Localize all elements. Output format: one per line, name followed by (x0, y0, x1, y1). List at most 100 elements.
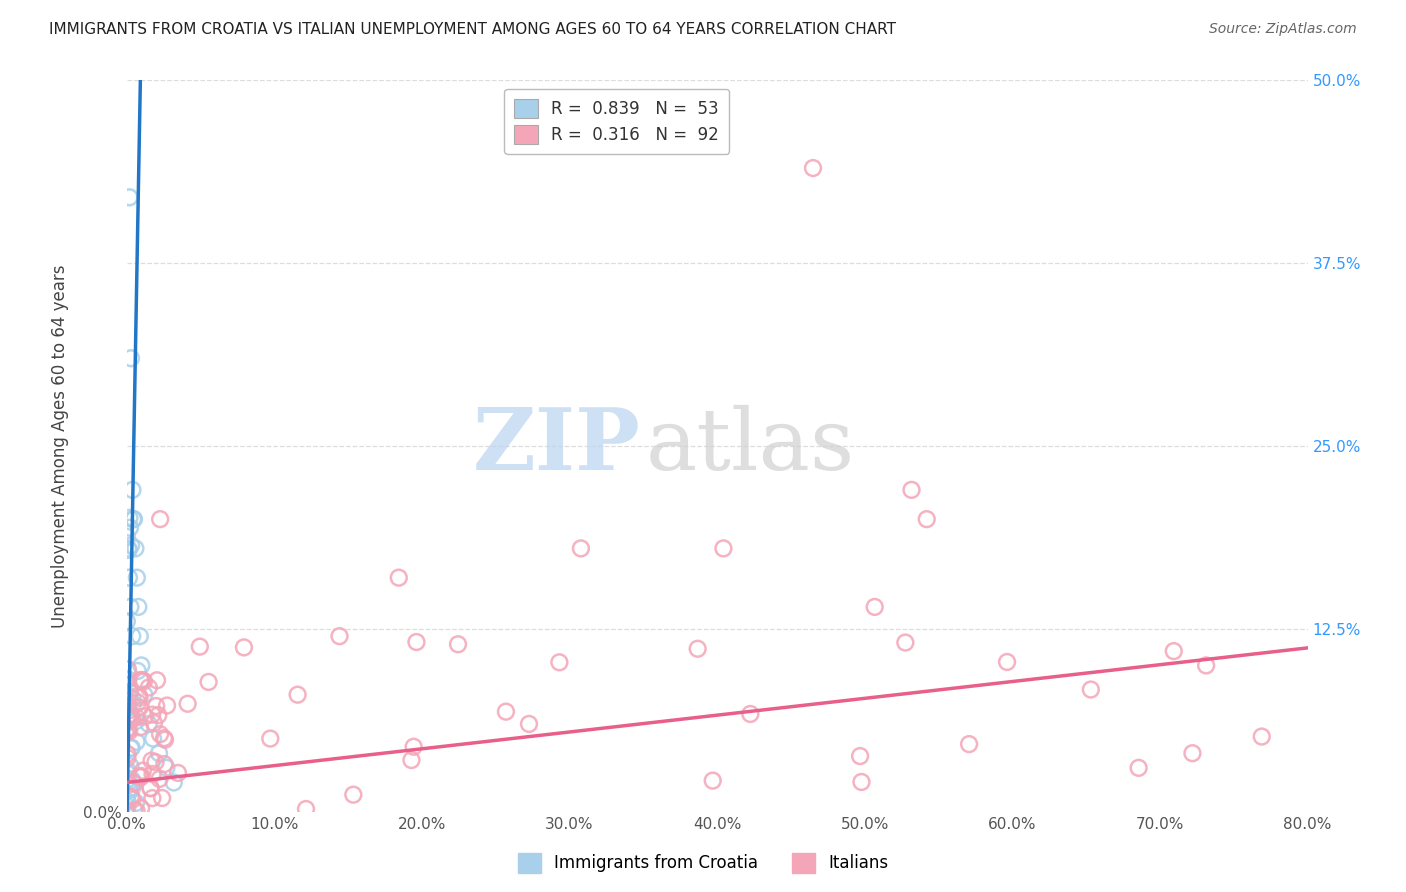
Point (894, 635, 917, 649)
Point (139, 780, 162, 795)
Point (117, 789, 139, 803)
Point (120, 538, 142, 552)
Point (118, 511, 141, 525)
Point (121, 712, 143, 726)
Point (447, 637, 470, 651)
Point (188, 640, 211, 654)
Point (117, 723, 139, 738)
Point (121, 483, 143, 497)
Point (156, 698, 179, 713)
Point (122, 512, 145, 526)
Point (117, 799, 139, 814)
Point (120, 789, 142, 804)
Point (128, 629, 150, 643)
Point (139, 781, 162, 796)
Point (128, 689, 150, 703)
Text: IMMIGRANTS FROM CROATIA VS ITALIAN UNEMPLOYMENT AMONG AGES 60 TO 64 YEARS CORREL: IMMIGRANTS FROM CROATIA VS ITALIAN UNEMP… (49, 22, 896, 37)
Point (117, 695, 139, 709)
Point (117, 662, 139, 676)
Point (141, 754, 163, 768)
Point (117, 772, 139, 786)
Legend: Immigrants from Croatia, Italians: Immigrants from Croatia, Italians (510, 847, 896, 880)
Point (127, 664, 149, 678)
Point (548, 655, 571, 669)
Point (740, 706, 762, 721)
Point (142, 731, 165, 746)
Point (686, 641, 709, 656)
Point (167, 766, 190, 780)
Point (120, 707, 142, 722)
Point (118, 711, 141, 725)
Point (120, 712, 142, 726)
Point (153, 731, 176, 746)
Point (517, 717, 540, 731)
Point (115, 709, 138, 723)
Point (155, 761, 177, 775)
Point (342, 788, 364, 802)
Point (121, 629, 143, 643)
Point (127, 599, 149, 614)
Point (117, 704, 139, 718)
Text: Source: ZipAtlas.com: Source: ZipAtlas.com (1209, 22, 1357, 37)
Point (149, 727, 172, 741)
Point (124, 803, 146, 817)
Point (129, 658, 153, 673)
Point (401, 753, 423, 767)
Point (957, 737, 980, 751)
Point (1250, 730, 1272, 744)
Point (115, 614, 138, 628)
Legend: R =  0.839   N =  53, R =  0.316   N =  92: R = 0.839 N = 53, R = 0.316 N = 92 (505, 88, 728, 153)
Point (124, 541, 146, 556)
Point (900, 483, 922, 497)
Point (132, 764, 155, 778)
Point (118, 724, 141, 739)
Point (995, 655, 1018, 669)
Point (118, 521, 141, 535)
Point (402, 739, 425, 754)
Point (127, 696, 149, 710)
Point (118, 685, 141, 699)
Point (131, 673, 153, 688)
Point (129, 720, 152, 734)
Point (915, 512, 938, 526)
Text: atlas: atlas (647, 404, 855, 488)
Point (125, 804, 148, 818)
Point (702, 773, 724, 788)
Point (713, 541, 735, 556)
Point (145, 699, 167, 714)
Point (176, 697, 198, 711)
Point (849, 749, 872, 764)
Point (121, 792, 143, 806)
Point (115, 530, 138, 544)
Point (121, 781, 143, 796)
Point (495, 705, 517, 719)
Point (129, 770, 152, 784)
Point (117, 690, 139, 704)
Point (388, 571, 411, 585)
Point (121, 772, 143, 787)
Point (328, 629, 350, 643)
Point (801, 161, 824, 175)
Point (153, 757, 176, 772)
Point (125, 735, 148, 749)
Point (1181, 746, 1204, 760)
Point (117, 751, 139, 765)
Point (142, 767, 165, 781)
Point (125, 710, 148, 724)
Point (131, 769, 153, 783)
Point (117, 722, 139, 736)
Point (851, 775, 873, 789)
Point (405, 635, 427, 649)
Point (118, 543, 141, 558)
Point (122, 512, 145, 526)
Point (148, 746, 170, 760)
Point (1163, 644, 1185, 658)
Point (150, 791, 173, 805)
Point (134, 709, 156, 723)
Point (145, 755, 167, 769)
Point (125, 796, 148, 810)
Point (259, 731, 281, 746)
Point (128, 690, 150, 705)
Point (121, 691, 143, 706)
Y-axis label: Unemployment Among Ages 60 to 64 years: Unemployment Among Ages 60 to 64 years (51, 264, 69, 628)
